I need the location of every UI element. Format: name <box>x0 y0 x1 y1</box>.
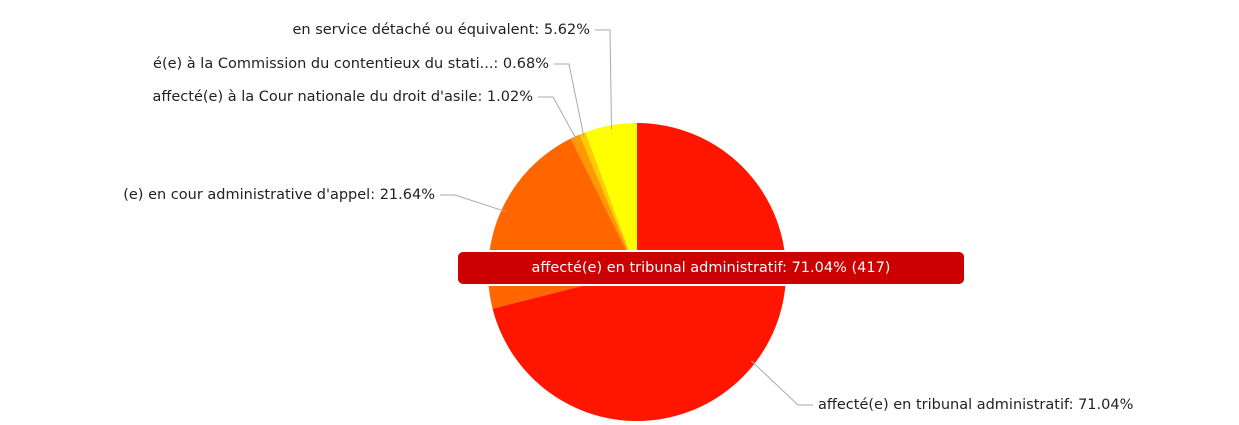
leader-line <box>554 63 585 138</box>
tooltip-box <box>456 250 966 286</box>
slice-label: affecté(e) en tribunal administratif: 71… <box>818 397 1133 413</box>
tooltip: affecté(e) en tribunal administratif: 71… <box>456 250 966 286</box>
leader-line <box>751 360 813 406</box>
slice-label: affecté(e) à la Cour nationale du droit … <box>153 89 534 105</box>
pie-slice <box>585 123 637 272</box>
leader-line <box>595 29 613 130</box>
slice-label: é(e) à la Commission du contentieux du s… <box>153 56 549 72</box>
slice-label: en service détaché ou équivalent: 5.62% <box>292 22 590 38</box>
pie-slice <box>570 134 637 272</box>
pie-slice <box>579 132 637 272</box>
leader-line <box>538 96 578 141</box>
tooltip-text: affecté(e) en tribunal administratif: 71… <box>532 260 891 276</box>
slice-label: (e) en cour administrative d'appel: 21.6… <box>123 187 435 203</box>
leader-line <box>440 194 506 212</box>
